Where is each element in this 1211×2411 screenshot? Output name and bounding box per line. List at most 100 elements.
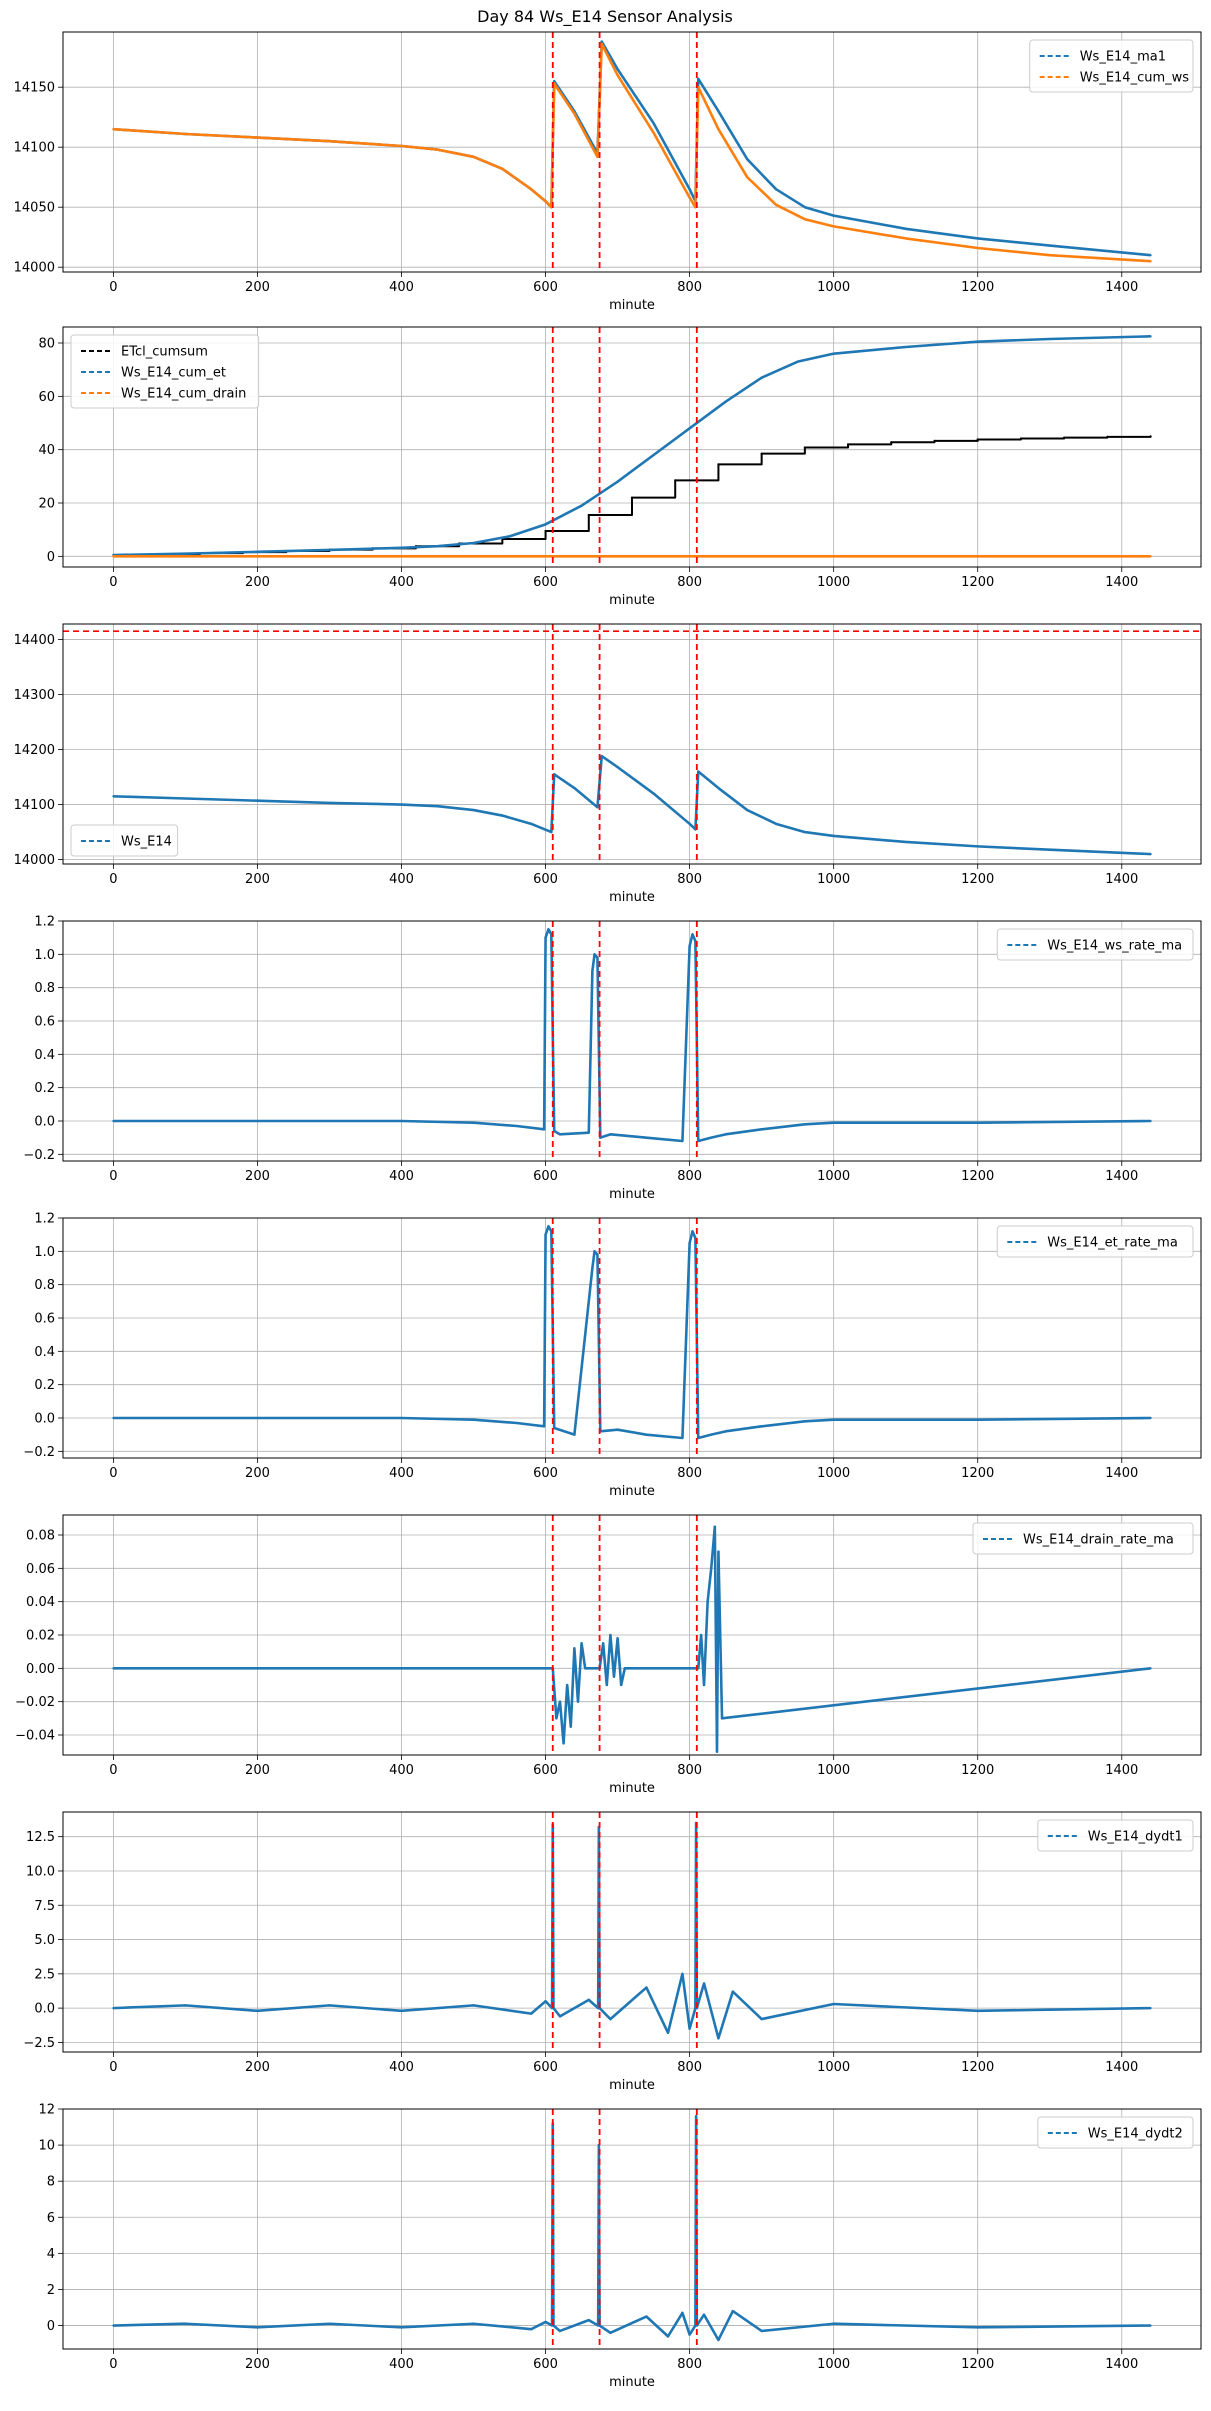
legend-box [1037, 2116, 1194, 2149]
data-point [746, 158, 749, 161]
data-point [760, 2329, 763, 2333]
data-point [256, 799, 259, 802]
y-tick-label: 14000 [14, 853, 55, 868]
data-point [688, 196, 691, 199]
axes-frame [62, 326, 1202, 568]
x-tick-label: 1200 [961, 280, 994, 295]
data-point [976, 438, 979, 441]
data-point [562, 1742, 565, 1745]
data-point [472, 1418, 475, 1421]
data-point [596, 956, 599, 959]
x-tick-label: 600 [533, 1466, 558, 1481]
data-point [717, 2037, 720, 2040]
data-point [976, 845, 979, 848]
data-point [731, 2310, 734, 2313]
data-point [620, 1683, 623, 1687]
data-point [112, 795, 115, 798]
data-point [573, 786, 576, 790]
y-tick-label: 0.08 [26, 1529, 55, 1544]
y-tick-label: 2 [47, 2283, 55, 2298]
chart-panel-2: 0 200 400 600 800 1000 1200 1400 0 20 40 60 80 minute… [38, 326, 1202, 608]
y-tick-label: 14150 [14, 81, 55, 96]
data-point [547, 1225, 550, 1228]
axes-frame [62, 2108, 1202, 2350]
data-point [591, 1266, 594, 1270]
data-point [256, 136, 259, 139]
data-point [706, 1600, 709, 1603]
data-point [616, 74, 619, 77]
data-point [400, 1416, 403, 1420]
data-point [976, 237, 979, 240]
x-tick-label: 1200 [961, 1763, 994, 1778]
y-tick-label: 0.6 [34, 1312, 55, 1327]
data-point [710, 1433, 713, 1436]
data-point [803, 1123, 806, 1126]
data-point [328, 801, 331, 804]
y-tick-label: 0.0 [34, 2002, 55, 2017]
data-point [616, 1428, 619, 1431]
legend: Ws_E14_drain_rate_ma [972, 1522, 1194, 1555]
data-point [702, 1683, 706, 1687]
y-tick-label: 1.0 [34, 948, 55, 963]
x-tick-label: 600 [533, 2060, 558, 2075]
data-point [256, 550, 259, 553]
data-point [602, 1642, 605, 1645]
data-point [846, 443, 850, 446]
data-point [681, 1139, 684, 1143]
data-point [609, 1633, 612, 1637]
data-point [976, 1121, 979, 1124]
data-point [573, 112, 576, 115]
data-point [645, 1136, 648, 1139]
y-tick-label: 10 [38, 2139, 55, 2154]
data-point [715, 1750, 719, 1753]
series-line-Ws_E14_et_rate_ma [113, 1225, 1151, 1440]
x-tick-label: 200 [245, 575, 270, 590]
data-point [573, 1647, 576, 1650]
data-point [666, 2031, 670, 2034]
data-point [976, 340, 979, 343]
data-point [555, 1717, 558, 1720]
data-point [710, 1136, 713, 1139]
data-point [623, 1667, 626, 1670]
axes-frame [62, 31, 1202, 273]
data-point [1149, 2324, 1152, 2327]
data-point [976, 2326, 979, 2329]
data-point [400, 2009, 403, 2012]
data-point [256, 2009, 259, 2012]
legend-box [1037, 1819, 1194, 1852]
x-tick-label: 1400 [1105, 280, 1138, 295]
data-point [609, 2017, 612, 2021]
y-tick-label: 1.2 [34, 915, 55, 930]
x-tick-label: 1200 [961, 2060, 994, 2075]
x-axis-label: minute [609, 890, 655, 905]
data-point [688, 944, 691, 948]
x-tick-label: 600 [533, 280, 558, 295]
data-point [530, 2328, 533, 2331]
data-point [544, 936, 547, 939]
data-point [328, 2004, 331, 2007]
data-point [501, 814, 504, 817]
data-point [904, 840, 907, 844]
data-point [832, 214, 835, 217]
x-tick-label: 0 [109, 1169, 117, 1184]
legend-label: ETcl_cumsum [121, 345, 208, 360]
x-tick-label: 1200 [961, 2357, 994, 2372]
y-tick-label: 14050 [14, 201, 55, 216]
chart-panel-8: 0 200 400 600 800 1000 1200 1400 0 2 4 6 8 10 12 minute… [38, 2103, 1202, 2390]
data-point [580, 504, 583, 507]
data-point [652, 453, 655, 457]
y-tick-label: 0.0 [34, 1412, 55, 1427]
x-tick-label: 1000 [817, 2060, 850, 2075]
y-tick-label: 0 [47, 550, 55, 565]
y-tick-label: 14000 [14, 261, 55, 276]
data-point [717, 1550, 720, 1553]
data-point [472, 155, 475, 158]
data-point [436, 545, 439, 548]
data-point [688, 2333, 691, 2336]
y-tick-label: 14400 [14, 633, 55, 648]
data-point [832, 352, 835, 355]
x-tick-label: 600 [533, 2357, 558, 2372]
data-point [724, 1430, 727, 1433]
y-tick-label: 2.5 [34, 1967, 55, 1982]
axes-frame [62, 920, 1202, 1162]
